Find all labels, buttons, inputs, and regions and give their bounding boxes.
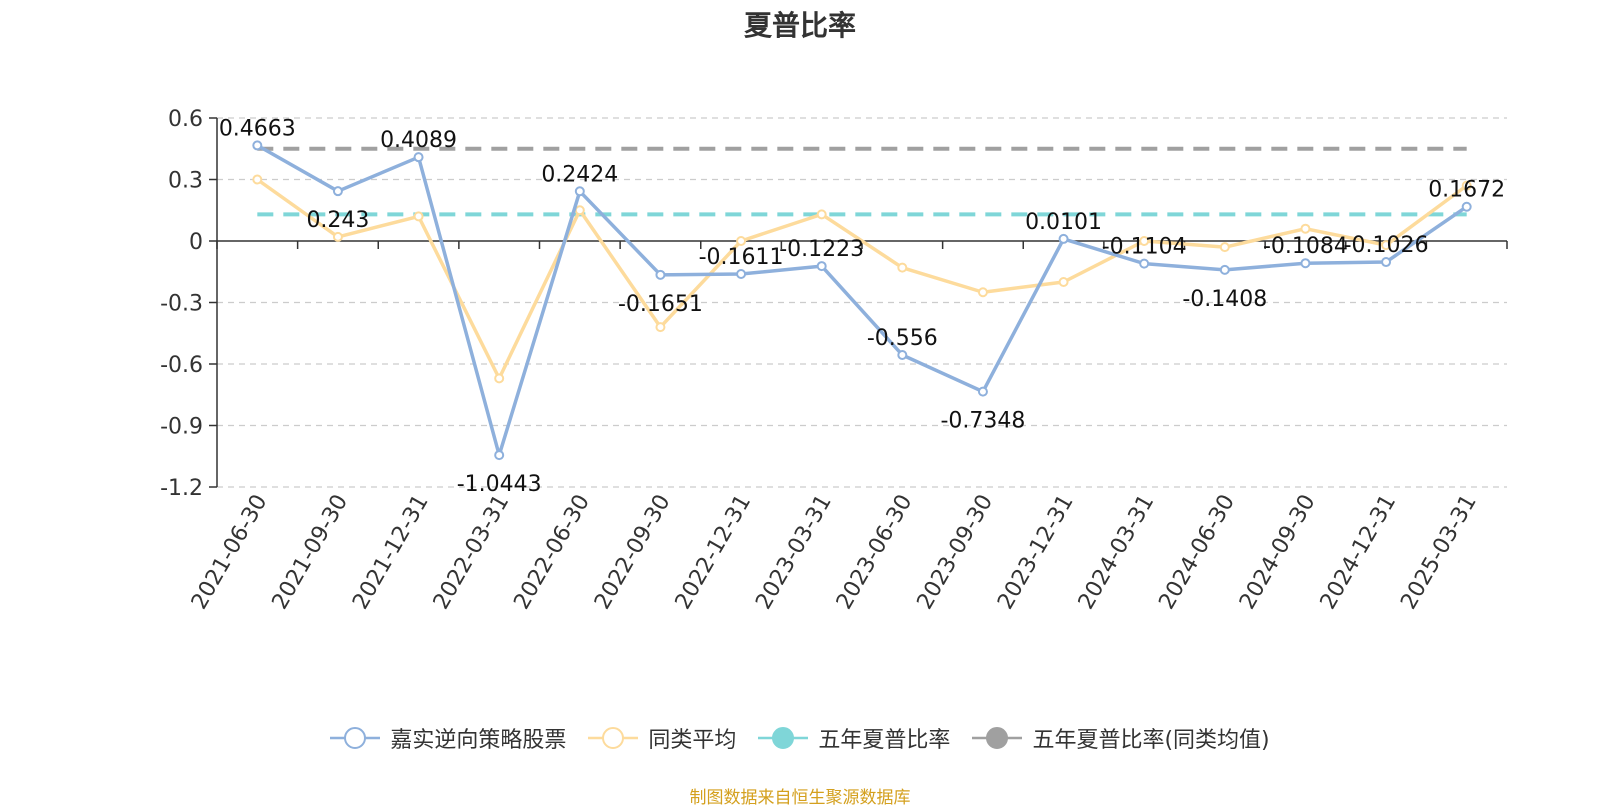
x-tick-label: 2025-03-31 [1396, 491, 1482, 614]
legend-item[interactable]: 五年夏普比率(同类均值) [972, 722, 1270, 754]
data-source-note: 制图数据来自恒生聚源数据库 [689, 788, 911, 808]
data-label: -0.1026 [1344, 233, 1429, 258]
chart-legend: 嘉实逆向策略股票 同类平均 五年夏普比率 五年夏普比率(同类均值) [0, 722, 1600, 754]
data-label: -0.556 [867, 326, 938, 351]
x-tick-label: 2024-06-30 [1154, 491, 1240, 614]
data-label: 0.4663 [219, 116, 296, 141]
legend-label: 嘉实逆向策略股票 [390, 728, 567, 753]
legend-filled-circle-icon [972, 727, 1023, 749]
fund-data-point [413, 152, 424, 163]
data-label: 0.1672 [1428, 178, 1505, 203]
legend-label: 同类平均 [648, 728, 737, 753]
legend-hollow-circle-icon [588, 727, 639, 749]
x-tick-label: 2022-09-30 [590, 491, 676, 614]
average-series-line [256, 178, 1468, 381]
fund-data-point [1300, 258, 1311, 269]
fund-data-point [1139, 258, 1150, 269]
x-tick-label: 2024-03-31 [1074, 491, 1160, 614]
data-label: 0.4089 [380, 128, 457, 153]
average-data-point [816, 209, 827, 220]
fund-data-point [252, 140, 263, 151]
average-data-point [494, 373, 505, 384]
fund-data-point [816, 261, 827, 272]
x-tick-label: 2023-06-30 [832, 491, 918, 614]
x-tick-label: 2022-06-30 [509, 491, 595, 614]
y-tick-label: -0.3 [160, 292, 203, 317]
y-tick-label: -1.2 [160, 476, 203, 501]
legend-filled-circle-icon [758, 727, 809, 749]
average-data-point [655, 322, 666, 333]
average-data-point [977, 287, 988, 298]
fund-series-line [256, 143, 1468, 457]
average-data-point [252, 174, 263, 185]
data-label: -0.1223 [779, 237, 864, 262]
fund-data-point [1219, 264, 1230, 275]
x-tick-label: 2021-12-31 [348, 491, 434, 614]
data-label: -1.0443 [457, 472, 542, 497]
data-label: -0.1104 [1102, 235, 1187, 260]
x-tick-label: 2024-09-30 [1235, 491, 1321, 614]
data-label: 0.0101 [1025, 210, 1102, 235]
average-data-point [1058, 277, 1069, 287]
x-tick-label: 2022-03-31 [429, 491, 515, 614]
y-tick-label: -0.6 [160, 353, 203, 378]
fund-data-point [897, 349, 908, 360]
x-tick-label: 2021-09-30 [268, 491, 354, 614]
average-data-point [1300, 223, 1311, 234]
legend-label: 五年夏普比率(同类均值) [1032, 728, 1270, 753]
x-tick-label: 2023-12-31 [993, 491, 1079, 614]
fund-data-point [977, 386, 988, 397]
average-data-point [1219, 242, 1230, 253]
legend-item[interactable]: 嘉实逆向策略股票 [330, 722, 566, 754]
average-data-point [736, 236, 747, 246]
average-data-point [574, 205, 585, 216]
y-tick-label: 0.3 [168, 169, 203, 194]
data-label: 0.2424 [541, 162, 618, 187]
average-data-point [897, 262, 908, 273]
average-data-point [332, 231, 343, 242]
fund-data-point [1461, 201, 1472, 212]
y-tick-label: -0.9 [160, 415, 203, 440]
x-tick-label: 2021-06-30 [187, 491, 273, 614]
y-tick-label: 0 [189, 230, 203, 255]
chart-title: 夏普比率 [743, 9, 856, 42]
x-tick-label: 2023-09-30 [913, 491, 999, 614]
average-data-point [1381, 240, 1392, 251]
x-tick-label: 2023-03-31 [751, 491, 837, 614]
legend-hollow-circle-icon [330, 727, 381, 749]
average-data-point [413, 211, 424, 222]
data-label: -0.1651 [618, 292, 703, 317]
data-label: -0.1084 [1263, 234, 1348, 259]
data-label: -0.1611 [699, 245, 784, 270]
data-label: 0.243 [306, 208, 369, 233]
x-tick-label: 2022-12-31 [671, 491, 757, 614]
average-data-point [1139, 236, 1150, 246]
legend-item[interactable]: 同类平均 [588, 722, 736, 754]
fund-data-point [736, 269, 747, 280]
fund-data-point [1058, 233, 1069, 244]
data-label: -0.7348 [940, 409, 1025, 434]
legend-item[interactable]: 五年夏普比率 [758, 722, 950, 754]
fund-data-point [1381, 257, 1392, 268]
y-tick-label: 0.6 [168, 107, 203, 132]
fund-data-point [332, 186, 343, 197]
fund-data-point [494, 450, 505, 461]
average-data-point [1461, 180, 1472, 191]
fund-data-point [655, 269, 666, 280]
fund-data-point [574, 186, 585, 197]
legend-label: 五年夏普比率 [818, 728, 951, 753]
x-tick-label: 2024-12-31 [1316, 491, 1402, 614]
data-label: -0.1408 [1182, 287, 1267, 312]
